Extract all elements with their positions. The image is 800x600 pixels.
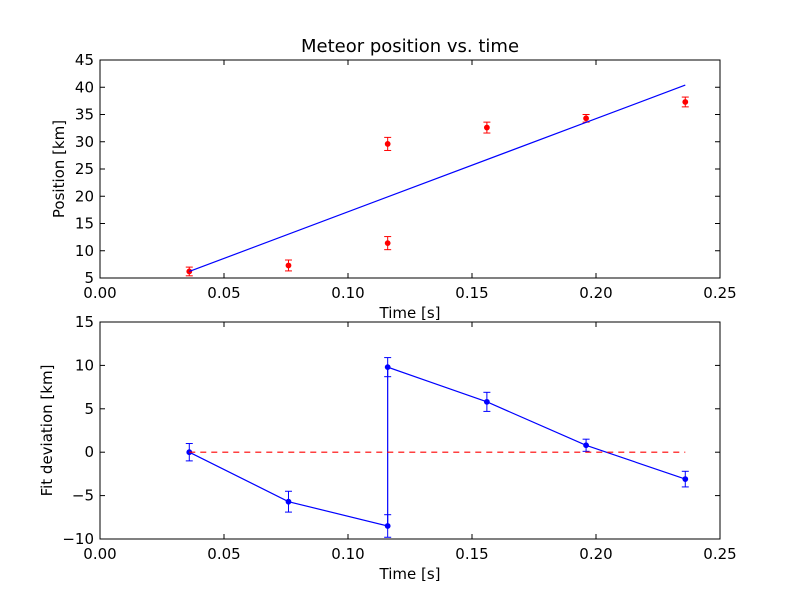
x-tick-label: 0.25 (703, 545, 736, 563)
y-tick-label: 10 (75, 242, 94, 260)
x-tick-label: 0.25 (703, 284, 736, 302)
y-tick-label: 15 (75, 215, 94, 233)
x-tick-label: 0.20 (579, 284, 612, 302)
deviation-chart: 0.00 0.05 0.10 0.15 0.20 0.25 −10 −5 0 5 10 15 Time … (38, 313, 737, 583)
x-axis-label: Time [s] (379, 565, 441, 583)
data-point (483, 124, 490, 131)
data-point (682, 99, 689, 105)
data-point (384, 141, 391, 147)
x-tick-label: 0.10 (331, 284, 364, 302)
y-tick-label: 20 (75, 187, 94, 205)
y-tick-label: −10 (62, 530, 94, 548)
data-point (384, 240, 391, 247)
x-axis-label: Time [s] (379, 304, 441, 322)
y-tick-label: 35 (75, 106, 94, 124)
data-point (483, 398, 490, 405)
y-tick-label: 5 (84, 400, 94, 418)
x-tick-label: 0.15 (455, 545, 488, 563)
y-tick-label: 0 (84, 443, 94, 461)
x-tick-label: 0.05 (207, 545, 240, 563)
x-tick-label: 0.15 (455, 284, 488, 302)
plot-frame (99, 59, 721, 279)
y-tick-label: 45 (75, 51, 94, 69)
data-point (583, 115, 589, 122)
y-tick-label: 30 (75, 133, 94, 151)
y-tick-label: 15 (75, 313, 94, 331)
x-tick-label: 0.20 (579, 545, 612, 563)
x-tick-label: 0.05 (207, 284, 240, 302)
y-tick-label: −5 (72, 487, 94, 505)
x-tick-label: 0.10 (331, 545, 364, 563)
chart-title: Meteor position vs. time (301, 36, 519, 57)
y-tick-label: 40 (75, 78, 94, 96)
y-tick-label: 10 (75, 356, 94, 374)
data-point (285, 262, 292, 269)
y-tick-label: 25 (75, 160, 94, 178)
data-point (384, 523, 391, 529)
data-point (583, 442, 589, 449)
position-chart: 0.00 0.05 0.10 0.15 0.20 0.25 5 10 15 20 25 30 35 40 4… (50, 36, 737, 322)
plot-frame (99, 321, 721, 540)
x-tick-label: 0.00 (83, 284, 116, 302)
y-axis-label: Fit deviation [km] (38, 365, 56, 497)
data-point (285, 498, 292, 505)
data-point (384, 364, 391, 371)
x-tick-label: 0.00 (83, 545, 116, 563)
data-point (682, 476, 689, 483)
fit-line (189, 84, 686, 273)
y-tick-label: 5 (84, 269, 94, 287)
y-axis-label: Position [km] (50, 120, 68, 218)
deviation-line (189, 366, 686, 527)
